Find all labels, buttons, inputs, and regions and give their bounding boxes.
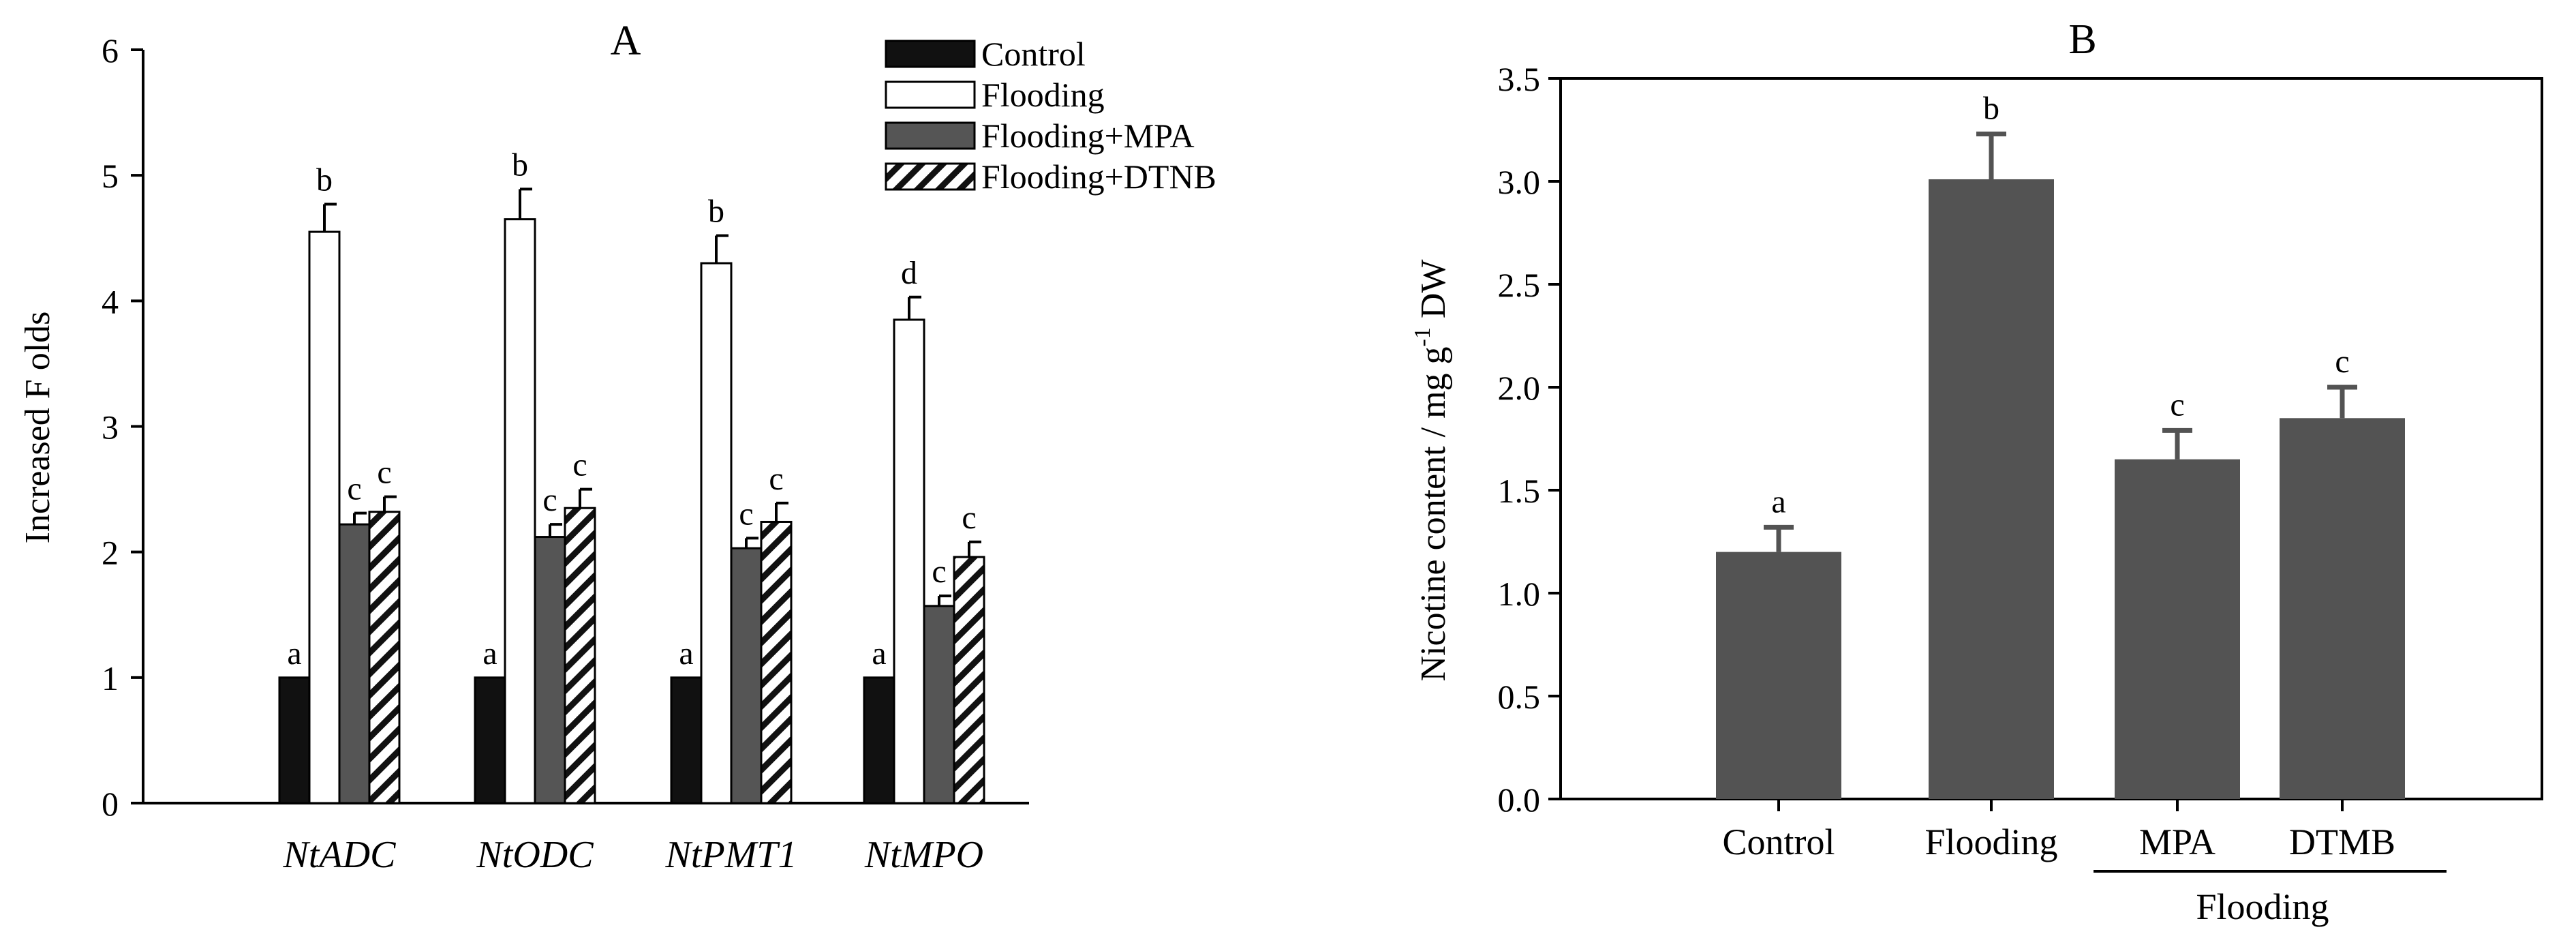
- bar-NtODC-Flooding+DTNB: [564, 507, 596, 804]
- panel-a-bars: [278, 187, 985, 804]
- significance-letter-NtODC-Flooding+MPA: c: [542, 482, 557, 518]
- panel-b-y-tick-label: 1.5: [1498, 472, 1541, 510]
- significance-letter-NtMPO-Flooding+MPA: c: [932, 554, 946, 590]
- bar-NtPMT1-Flooding: [700, 262, 733, 804]
- panel-a-y-tick-label: 4: [102, 282, 119, 320]
- panel-b-title: B: [2068, 16, 2096, 63]
- bar-NtODC-Flooding: [504, 218, 536, 804]
- panel-a-y-tick-label: 5: [102, 157, 119, 195]
- significance-letter-NtADC-Flooding+DTNB: c: [377, 455, 391, 491]
- panel-b-y-axis-label-tail: DW: [1414, 260, 1453, 328]
- legend-swatch-Flooding+DTNB: [885, 162, 976, 191]
- panel-b-y-tick-label: 0.0: [1498, 781, 1541, 819]
- significance-letter-NtADC-Control: a: [287, 635, 301, 672]
- x-tick-label-DTMB: DTMB: [2289, 822, 2395, 862]
- panel-a-y-tick-label: 6: [102, 31, 119, 70]
- significance-letter-NtODC-Flooding+DTNB: c: [572, 447, 587, 483]
- significance-letter-NtMPO-Flooding: d: [901, 255, 917, 291]
- significance-letter-NtMPO-Flooding+DTNB: c: [962, 500, 976, 536]
- significance-letter-NtPMT1-Control: a: [679, 635, 693, 672]
- panel-b-y-tick-label: 2.0: [1498, 369, 1541, 407]
- x-tick-label-NtODC: NtODC: [476, 834, 594, 876]
- bar-Control: [1716, 552, 1841, 799]
- legend-label-Control: Control: [981, 35, 1086, 73]
- panel-b-y-axis-label-sup: -1: [1410, 327, 1435, 346]
- panel-b-y-axis-label-main: Nicotine content / mg g: [1414, 346, 1453, 681]
- significance-letter-Flooding: b: [1983, 91, 1999, 127]
- panel-b-chart: B Nicotine content / mg g-1 DW 0.0 0.5 1.0…: [1410, 16, 2543, 927]
- bar-NtODC-Flooding+MPA: [534, 536, 566, 804]
- panel-a-y-tick-label: 0: [102, 785, 119, 823]
- x-tick-label-NtADC: NtADC: [283, 834, 397, 876]
- legend-label-Flooding: Flooding: [981, 76, 1105, 114]
- significance-letter-NtPMT1-Flooding+DTNB: c: [769, 461, 783, 497]
- significance-letter-NtADC-Flooding+MPA: c: [347, 471, 361, 507]
- panel-a-y-axis-label: Increased F olds: [18, 312, 57, 544]
- panel-b-y-tick-label: 1.0: [1498, 575, 1541, 613]
- bar-NtMPO-Flooding: [893, 318, 925, 804]
- panel-a-y-tick-label: 2: [102, 534, 119, 572]
- x-tick-label-MPA: MPA: [2139, 822, 2215, 862]
- panel-b-y-axis-label: Nicotine content / mg g-1 DW: [1410, 260, 1453, 682]
- significance-letter-NtODC-Control: a: [482, 635, 497, 672]
- bar-NtADC-Control: [278, 676, 311, 804]
- legend-swatch-Flooding: [885, 80, 976, 109]
- x-tick-label-NtPMT1: NtPMT1: [665, 834, 797, 876]
- significance-letter-Control: a: [1771, 483, 1785, 519]
- legend-label-Flooding+MPA: Flooding+MPA: [981, 117, 1195, 155]
- x-tick-label-NtMPO: NtMPO: [864, 834, 983, 876]
- significance-letter-NtODC-Flooding: b: [512, 147, 528, 183]
- panel-b-y-tick-label: 3.5: [1498, 60, 1541, 98]
- bar-NtPMT1-Control: [670, 676, 703, 804]
- panel-b-y-tick-label: 0.5: [1498, 678, 1541, 716]
- bar-MPA: [2115, 459, 2240, 799]
- panel-b-y-tick-label: 2.5: [1498, 266, 1541, 304]
- bar-NtADC-Flooding+DTNB: [368, 511, 401, 804]
- significance-letter-NtMPO-Control: a: [872, 635, 886, 672]
- legend-swatch-Flooding+MPA: [885, 121, 976, 150]
- panel-b-y-tick-label: 3.0: [1498, 163, 1541, 201]
- panel-a-title: A: [611, 18, 641, 64]
- bar-NtADC-Flooding: [308, 230, 341, 804]
- significance-letter-MPA: c: [2170, 387, 2184, 423]
- bar-NtPMT1-Flooding+MPA: [730, 547, 763, 804]
- panel-a-y-tick-label: 3: [102, 408, 119, 447]
- panel-a-y-tick-label: 1: [102, 659, 119, 697]
- bar-NtPMT1-Flooding+DTNB: [760, 520, 793, 804]
- legend-swatch-Control: [885, 40, 976, 68]
- bar-DTMB: [2280, 418, 2405, 799]
- panel-b-bars: [1716, 132, 2405, 800]
- x-tick-label-Flooding: Flooding: [1925, 822, 2057, 862]
- bar-NtMPO-Flooding+DTNB: [953, 556, 985, 804]
- bar-NtMPO-Flooding+MPA: [923, 605, 955, 804]
- significance-letter-NtPMT1-Flooding: b: [708, 194, 724, 230]
- bar-NtODC-Control: [474, 676, 506, 804]
- significance-letter-DTMB: c: [2335, 344, 2349, 380]
- x-tick-label-Control: Control: [1722, 822, 1835, 862]
- bar-NtMPO-Control: [863, 676, 895, 804]
- significance-letter-NtADC-Flooding: b: [316, 162, 333, 198]
- flooding-group-label: Flooding: [2196, 886, 2329, 927]
- bar-Flooding: [1929, 179, 2054, 800]
- bar-NtADC-Flooding+MPA: [338, 523, 371, 804]
- significance-letter-NtPMT1-Flooding+MPA: c: [739, 496, 753, 532]
- panel-b-labels: a Control b Flooding c MPA c DTMB Flooding: [1722, 91, 2447, 927]
- legend-label-Flooding+DTNB: Flooding+DTNB: [981, 157, 1216, 196]
